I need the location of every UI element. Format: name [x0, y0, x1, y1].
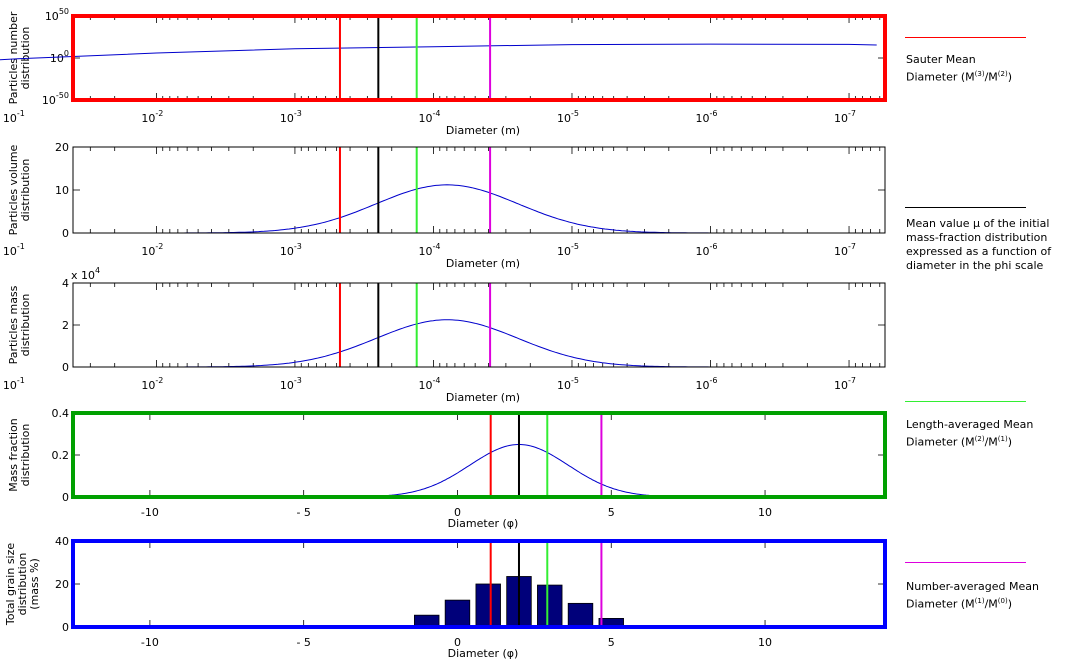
y-tick-label: 100 [50, 49, 69, 65]
x-tick-label: 10-2 [141, 242, 163, 258]
y-tick-label: 0.2 [52, 449, 70, 462]
legend-text-sauter: Sauter Mean Diameter (M(3)/M(2)) [906, 53, 1012, 85]
series-line [73, 444, 884, 498]
panel-frame [71, 539, 887, 629]
x-tick-label: 10-6 [696, 242, 718, 258]
x-tick-label: 5 [608, 636, 615, 649]
y-tick-label: 40 [55, 535, 69, 548]
y-axis-label: Mass fractiondistribution [7, 418, 32, 491]
y-axis-label: Total grain sizedistribution(mass %) [4, 543, 41, 627]
panel-mass: 4 2 0 Particles massdistribution Diameter (m… [7, 277, 886, 404]
legend-mean-line3: expressed as a function of [906, 245, 1052, 258]
y-axis-label: Particles massdistribution [7, 285, 32, 364]
panel-volume: 20 10 0 Particles volumedistribution Diamete… [7, 141, 886, 270]
x-tick-label: 10-1 [3, 376, 25, 392]
legend-text-mean: Mean value μ of the initial mass-fractio… [906, 217, 1051, 273]
y-tick-label: 20 [55, 578, 69, 591]
x-tick-label: -10 [141, 636, 159, 649]
x-tick-label: 5 [608, 506, 615, 519]
y-multiplier: x 104 [71, 266, 100, 282]
series-line [0, 43, 877, 61]
panel-frame [71, 411, 887, 499]
x-tick-label: 10-4 [418, 109, 440, 125]
x-axis-label: Diameter (m) [446, 391, 520, 404]
x-tick-label: 10-2 [141, 376, 163, 392]
x-tick-label: 10-3 [280, 109, 302, 125]
x-tick-label: 0 [454, 506, 461, 519]
y-tick-label: 0 [62, 621, 69, 634]
legend-length-line2: Diameter (M(2)/M(1)) [906, 435, 1012, 449]
y-tick-label: 0 [62, 227, 69, 240]
x-tick-label: 10-4 [418, 242, 440, 258]
bar [444, 599, 471, 628]
x-axis-label: Diameter (φ) [448, 647, 519, 660]
y-tick-label: 10-50 [42, 91, 69, 107]
x-tick-label: 0 [454, 636, 461, 649]
y-tick-label: 0 [62, 491, 69, 504]
legend-number-line1: Number-averaged Mean [906, 580, 1039, 593]
legend-number-line2: Diameter (M(1)/M(0)) [906, 597, 1012, 611]
panel-frame [71, 14, 887, 102]
panel-tgsd: -10 - 5 0 5 10 40 20 0 Total grain sizedistribut… [4, 535, 887, 660]
x-tick-label: -10 [141, 506, 159, 519]
y-tick-label: 2 [62, 319, 69, 332]
y-axis-label: Particles numberdistribution [7, 11, 32, 104]
y-tick-label: 0 [62, 361, 69, 374]
x-tick-label: 10-3 [280, 376, 302, 392]
x-axis-label: Diameter (m) [446, 257, 520, 270]
legend-text-length: Length-averaged Mean Diameter (M(2)/M(1)… [906, 418, 1033, 450]
series-line [73, 319, 885, 368]
x-tick-label: 10-5 [557, 109, 579, 125]
x-tick-label: 10-6 [696, 109, 718, 125]
x-tick-label: 10-7 [834, 109, 856, 125]
y-tick-label: 20 [55, 141, 69, 154]
panel-frame [72, 282, 886, 368]
y-tick-label: 1050 [45, 7, 69, 23]
legend-line-sauter [905, 37, 1026, 38]
x-tick-label: 10-7 [834, 242, 856, 258]
panel-frame [72, 146, 886, 234]
panel-massfraction: -10 - 5 0 5 10 0.4 0.2 0 Mass fractiondistributi… [7, 407, 887, 530]
x-tick-label: 10-4 [418, 376, 440, 392]
x-tick-label: 10-1 [3, 109, 25, 125]
y-tick-label: 4 [62, 277, 69, 290]
x-tick-label: 10-5 [557, 242, 579, 258]
x-tick-label: 10-6 [696, 376, 718, 392]
series-line [73, 184, 885, 234]
y-tick-label: 0.4 [52, 407, 70, 420]
x-axis-label: Diameter (m) [446, 124, 520, 137]
legend-text-number: Number-averaged Mean Diameter (M(1)/M(0)… [906, 580, 1039, 612]
x-tick-label: 10-7 [834, 376, 856, 392]
x-tick-label: 10 [758, 636, 772, 649]
legend-sauter-line1: Sauter Mean [906, 53, 976, 66]
x-tick-label: - 5 [296, 506, 310, 519]
x-tick-label: 10-3 [280, 242, 302, 258]
bar [537, 584, 563, 628]
x-tick-label: 10-1 [3, 242, 25, 258]
legend-mean-line1: Mean value μ of the initial [906, 217, 1050, 230]
legend-mean-line2: mass-fraction distribution [906, 231, 1048, 244]
x-tick-label: 10-2 [141, 109, 163, 125]
x-tick-label: - 5 [296, 636, 310, 649]
legend-line-mean [905, 207, 1026, 208]
x-tick-label: 10 [758, 506, 772, 519]
y-tick-label: 10 [55, 184, 69, 197]
bar [567, 602, 594, 628]
bar [475, 583, 501, 628]
x-axis-label: Diameter (φ) [448, 517, 519, 530]
panel-number: 1050 100 10-50 Particles numberdistribution… [0, 7, 887, 137]
y-axis-label: Particles volumedistribution [7, 144, 32, 235]
legend-mean-line4: diameter in the phi scale [906, 259, 1044, 272]
legend-length-line1: Length-averaged Mean [906, 418, 1034, 431]
legend-sauter-line2: Diameter (M(3)/M(2)) [906, 70, 1012, 84]
legend-line-length [905, 401, 1026, 402]
legend-line-number [905, 562, 1026, 563]
x-tick-label: 10-5 [557, 376, 579, 392]
